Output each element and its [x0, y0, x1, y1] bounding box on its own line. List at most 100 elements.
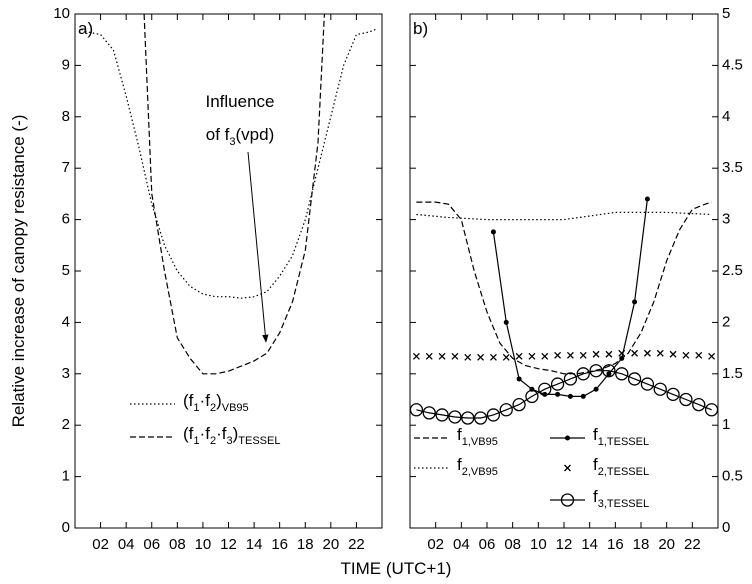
marker: [422, 406, 436, 420]
y-tick-label: 2: [62, 416, 70, 433]
x-tick-label: 06: [143, 536, 160, 553]
marker: [602, 364, 616, 378]
y-tick-label: 10: [53, 5, 70, 22]
legend-label: (f1·f2·f3)TESSEL: [183, 424, 280, 446]
y-tick-label: 1: [722, 416, 730, 433]
marker: [550, 377, 565, 391]
line: [81, 28, 376, 299]
plot-area: [81, 14, 376, 375]
y-tick-label: 6: [62, 211, 70, 228]
marker: [708, 352, 716, 360]
marker: [538, 382, 552, 396]
legend-label: (f1·f2)VB95: [183, 391, 249, 413]
plot-area: [410, 196, 718, 425]
y-tick-label: 1: [62, 468, 70, 485]
marker: [592, 350, 600, 358]
y-tick-label: 4: [62, 313, 70, 330]
marker: [555, 391, 561, 397]
marker: [461, 411, 475, 425]
marker: [566, 351, 574, 359]
x-tick-label: 16: [271, 536, 288, 553]
marker: [605, 350, 613, 358]
x-tick-label: 20: [322, 536, 339, 553]
x-tick-label: 10: [195, 536, 212, 553]
legend-label: f3,TESSEL: [593, 487, 649, 509]
marker: [656, 349, 664, 357]
marker: [512, 397, 526, 412]
legend-marker: [565, 435, 570, 441]
marker: [502, 353, 510, 361]
marker: [425, 352, 433, 360]
marker: [554, 351, 562, 359]
marker: [567, 393, 573, 399]
marker: [631, 349, 639, 357]
annotation-arrow: [247, 151, 269, 343]
marker: [473, 411, 488, 425]
legend-label: f1,VB95: [457, 425, 498, 447]
y-tick-label: 7: [62, 159, 70, 176]
marker: [643, 349, 651, 357]
marker: [679, 392, 693, 407]
annotation: of f3(vpd): [206, 125, 275, 147]
marker: [632, 299, 638, 305]
y-tick-label: 5: [722, 5, 730, 22]
marker: [410, 403, 424, 417]
line: [416, 370, 712, 419]
annotation: Influence: [206, 92, 275, 111]
y-tick-label: 0: [62, 519, 70, 536]
marker: [606, 371, 612, 377]
x-axis-label: TIME (UTC+1): [341, 559, 452, 578]
marker: [489, 353, 497, 361]
y-tick-label: 2: [722, 313, 730, 330]
x-tick-label: 08: [504, 536, 521, 553]
marker: [503, 319, 509, 325]
marker: [490, 229, 496, 235]
x-tick-label: 14: [246, 536, 263, 553]
marker: [451, 352, 459, 360]
x-tick-label: 12: [556, 536, 573, 553]
marker: [486, 408, 501, 422]
panel-label: a): [78, 19, 93, 38]
marker: [653, 382, 667, 396]
marker: [515, 352, 523, 360]
y-tick-label: 3: [722, 211, 730, 228]
marker: [704, 403, 718, 417]
x-tick-label: 04: [453, 536, 470, 553]
marker: [516, 376, 522, 382]
x-tick-label: 18: [633, 536, 650, 553]
marker: [644, 196, 650, 202]
marker: [579, 351, 587, 359]
y-tick-label: 8: [62, 108, 70, 125]
marker: [669, 350, 677, 358]
marker: [589, 364, 603, 378]
x-tick-label: 02: [92, 536, 109, 553]
plot-frame: [74, 13, 383, 529]
y-tick-label: 0.5: [722, 468, 743, 485]
marker: [438, 352, 446, 360]
x-tick-label: 12: [220, 536, 237, 553]
x-tick-label: 04: [118, 536, 135, 553]
x-tick-label: 14: [581, 536, 598, 553]
marker: [528, 352, 536, 360]
marker: [563, 372, 578, 386]
marker: [615, 367, 629, 381]
x-tick-label: 22: [348, 536, 365, 553]
line: [416, 201, 712, 375]
panel-label: b): [413, 19, 428, 38]
plot-frame: [409, 13, 719, 529]
marker: [619, 355, 625, 361]
marker: [541, 352, 549, 360]
y-tick-label: 0: [722, 519, 730, 536]
marker: [499, 403, 513, 417]
marker: [640, 377, 655, 391]
line: [492, 198, 648, 397]
marker: [448, 410, 462, 424]
y-tick-label: 4.5: [722, 56, 743, 73]
x-tick-label: 10: [530, 536, 547, 553]
y-axis-label: Relative increase of canopy resistance (…: [9, 115, 28, 428]
x-tick-label: 02: [427, 536, 444, 553]
y-tick-label: 4: [722, 108, 730, 125]
x-tick-label: 06: [479, 536, 496, 553]
legend-label: f2,VB95: [457, 455, 498, 477]
